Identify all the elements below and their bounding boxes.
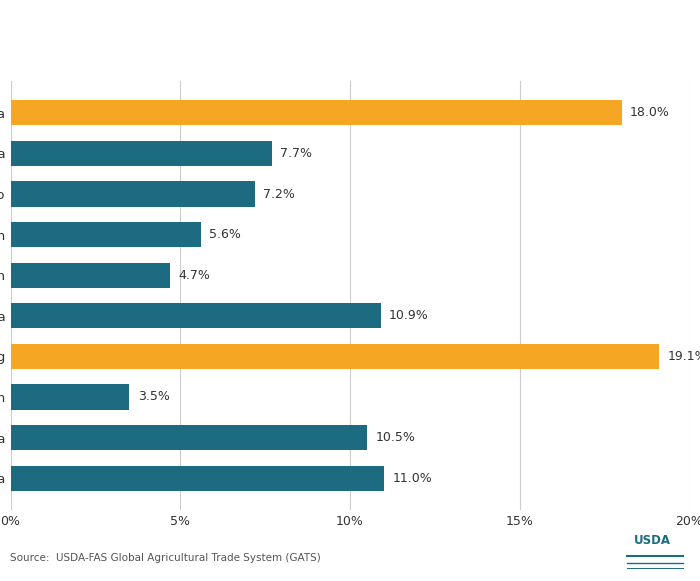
Text: Source:  USDA-FAS Global Agricultural Trade System (GATS): Source: USDA-FAS Global Agricultural Tra… [10, 553, 321, 563]
Bar [10, 263, 170, 288]
Text: USDA: USDA [634, 534, 671, 547]
Bar [10, 101, 622, 125]
Bar [612, 519, 693, 578]
Text: 3.5%: 3.5% [138, 390, 169, 403]
Bar [10, 181, 255, 207]
Text: 5.6%: 5.6% [209, 228, 241, 241]
Bar [10, 303, 381, 328]
Text: www.fas.usda.gov: www.fas.usda.gov [60, 534, 160, 544]
Bar [10, 344, 659, 369]
Text: 10.9%: 10.9% [389, 309, 429, 322]
Text: 10.5%: 10.5% [375, 431, 415, 444]
Text: 4.7%: 4.7% [178, 268, 211, 282]
Text: Twitter:: Twitter: [13, 557, 52, 566]
Bar [10, 385, 130, 410]
Text: 18.0%: 18.0% [630, 106, 670, 120]
Bar [10, 425, 367, 450]
Bar [10, 222, 201, 247]
Text: United States Department of Agriculture: United States Department of Agriculture [434, 534, 632, 544]
Text: Foreign Agricultural Service: Foreign Agricultural Service [434, 557, 569, 566]
Text: Average Annual U.S. Ag Export Growth Rate, 2005-2015: Average Annual U.S. Ag Export Growth Rat… [18, 38, 566, 56]
Text: 7.7%: 7.7% [281, 147, 312, 160]
Text: 19.1%: 19.1% [667, 350, 700, 363]
Text: @USDAForeignAg: @USDAForeignAg [51, 557, 148, 566]
Bar [10, 465, 384, 491]
Text: 11.0%: 11.0% [393, 472, 432, 485]
Text: Website:: Website: [13, 534, 58, 544]
Bar [10, 141, 272, 166]
Text: 7.2%: 7.2% [263, 188, 295, 200]
